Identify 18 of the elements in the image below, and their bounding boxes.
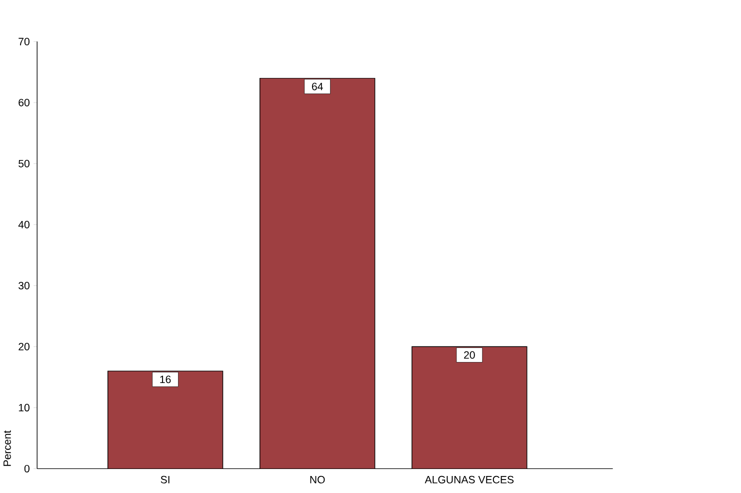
y-tick-label: 30 (18, 282, 30, 290)
bar (412, 346, 528, 468)
y-tick-label: 50 (18, 160, 30, 168)
y-tick-label: 0 (24, 464, 30, 472)
y-axis-title: Percent (4, 430, 11, 466)
data-label: 20 (464, 351, 475, 358)
y-tick-label: 70 (18, 38, 30, 46)
y-tick-label: 10 (18, 404, 30, 412)
bar (260, 78, 375, 468)
data-label: 16 (160, 375, 171, 383)
bar (108, 370, 223, 468)
x-tick-label: SI (160, 476, 170, 484)
x-tick-label: ALGUNAS VECES (424, 476, 514, 484)
y-tick-label: 20 (18, 342, 30, 350)
data-label: 64 (312, 82, 323, 90)
y-tick-label: 60 (18, 98, 30, 106)
x-tick-label: NO (310, 476, 325, 484)
y-tick-label: 40 (18, 220, 30, 228)
